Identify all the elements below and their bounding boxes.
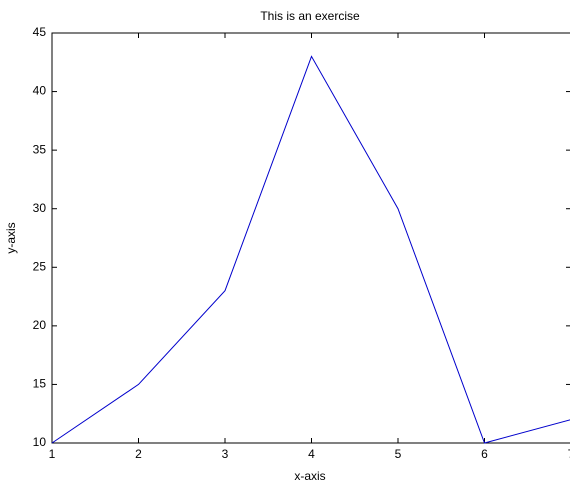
x-tick-label: 3 [222, 447, 229, 461]
x-tick-label: 4 [308, 447, 315, 461]
x-tick-label: 7 [568, 447, 570, 461]
y-tick-label: 20 [33, 318, 47, 332]
data-line [51, 55, 570, 444]
chart-title: This is an exercise [260, 9, 360, 23]
y-tick-label: 10 [33, 435, 47, 449]
y-tick-label: 30 [33, 201, 47, 215]
y-tick-label: 40 [33, 84, 47, 98]
y-axis-label: y-axis [4, 222, 18, 253]
x-tick-label: 2 [135, 447, 142, 461]
x-tick-label: 1 [49, 447, 56, 461]
x-tick-label: 5 [395, 447, 402, 461]
y-tick-label: 25 [33, 259, 47, 273]
x-tick-label: 6 [481, 447, 488, 461]
y-tick-label: 35 [33, 142, 47, 156]
y-tick-label: 45 [33, 25, 47, 39]
x-axis-label: x-axis [294, 469, 325, 483]
y-tick-label: 15 [33, 377, 47, 391]
